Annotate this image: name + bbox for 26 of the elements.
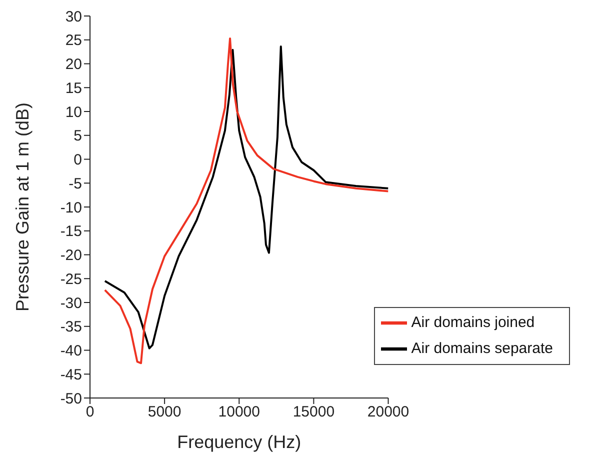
y-tick-label: -40 — [60, 342, 82, 360]
y-tick-label: -5 — [68, 175, 82, 192]
legend-label: Air domains joined — [411, 314, 535, 331]
y-tick-label: 25 — [65, 32, 82, 50]
y-tick-label: -45 — [60, 366, 82, 384]
y-tick-label: 10 — [65, 104, 82, 121]
y-tick-label: 5 — [74, 128, 82, 145]
y-tick-label: 30 — [65, 8, 82, 26]
y-tick-label: -10 — [60, 199, 82, 216]
y-tick-label: -30 — [60, 294, 82, 312]
y-tick-label: -15 — [60, 223, 82, 240]
y-tick-label: -25 — [60, 270, 82, 288]
y-tick-label: -50 — [60, 390, 82, 408]
y-tick-label: -20 — [60, 247, 82, 264]
legend-label: Air domains separate — [411, 340, 553, 357]
x-tick-label: 0 — [86, 404, 94, 421]
x-tick-label: 5000 — [148, 404, 182, 421]
x-tick-label: 10000 — [218, 404, 260, 421]
x-tick-label: 20000 — [367, 404, 410, 421]
y-tick-label: -35 — [60, 318, 82, 336]
x-tick-label: 15000 — [292, 404, 335, 421]
y-tick-label: 0 — [74, 152, 82, 169]
y-tick-label: 15 — [65, 80, 82, 97]
y-axis-title: Pressure Gain at 1 m (dB) — [12, 102, 32, 312]
x-axis-title: Frequency (Hz) — [177, 432, 302, 452]
y-tick-label: 20 — [65, 56, 82, 74]
